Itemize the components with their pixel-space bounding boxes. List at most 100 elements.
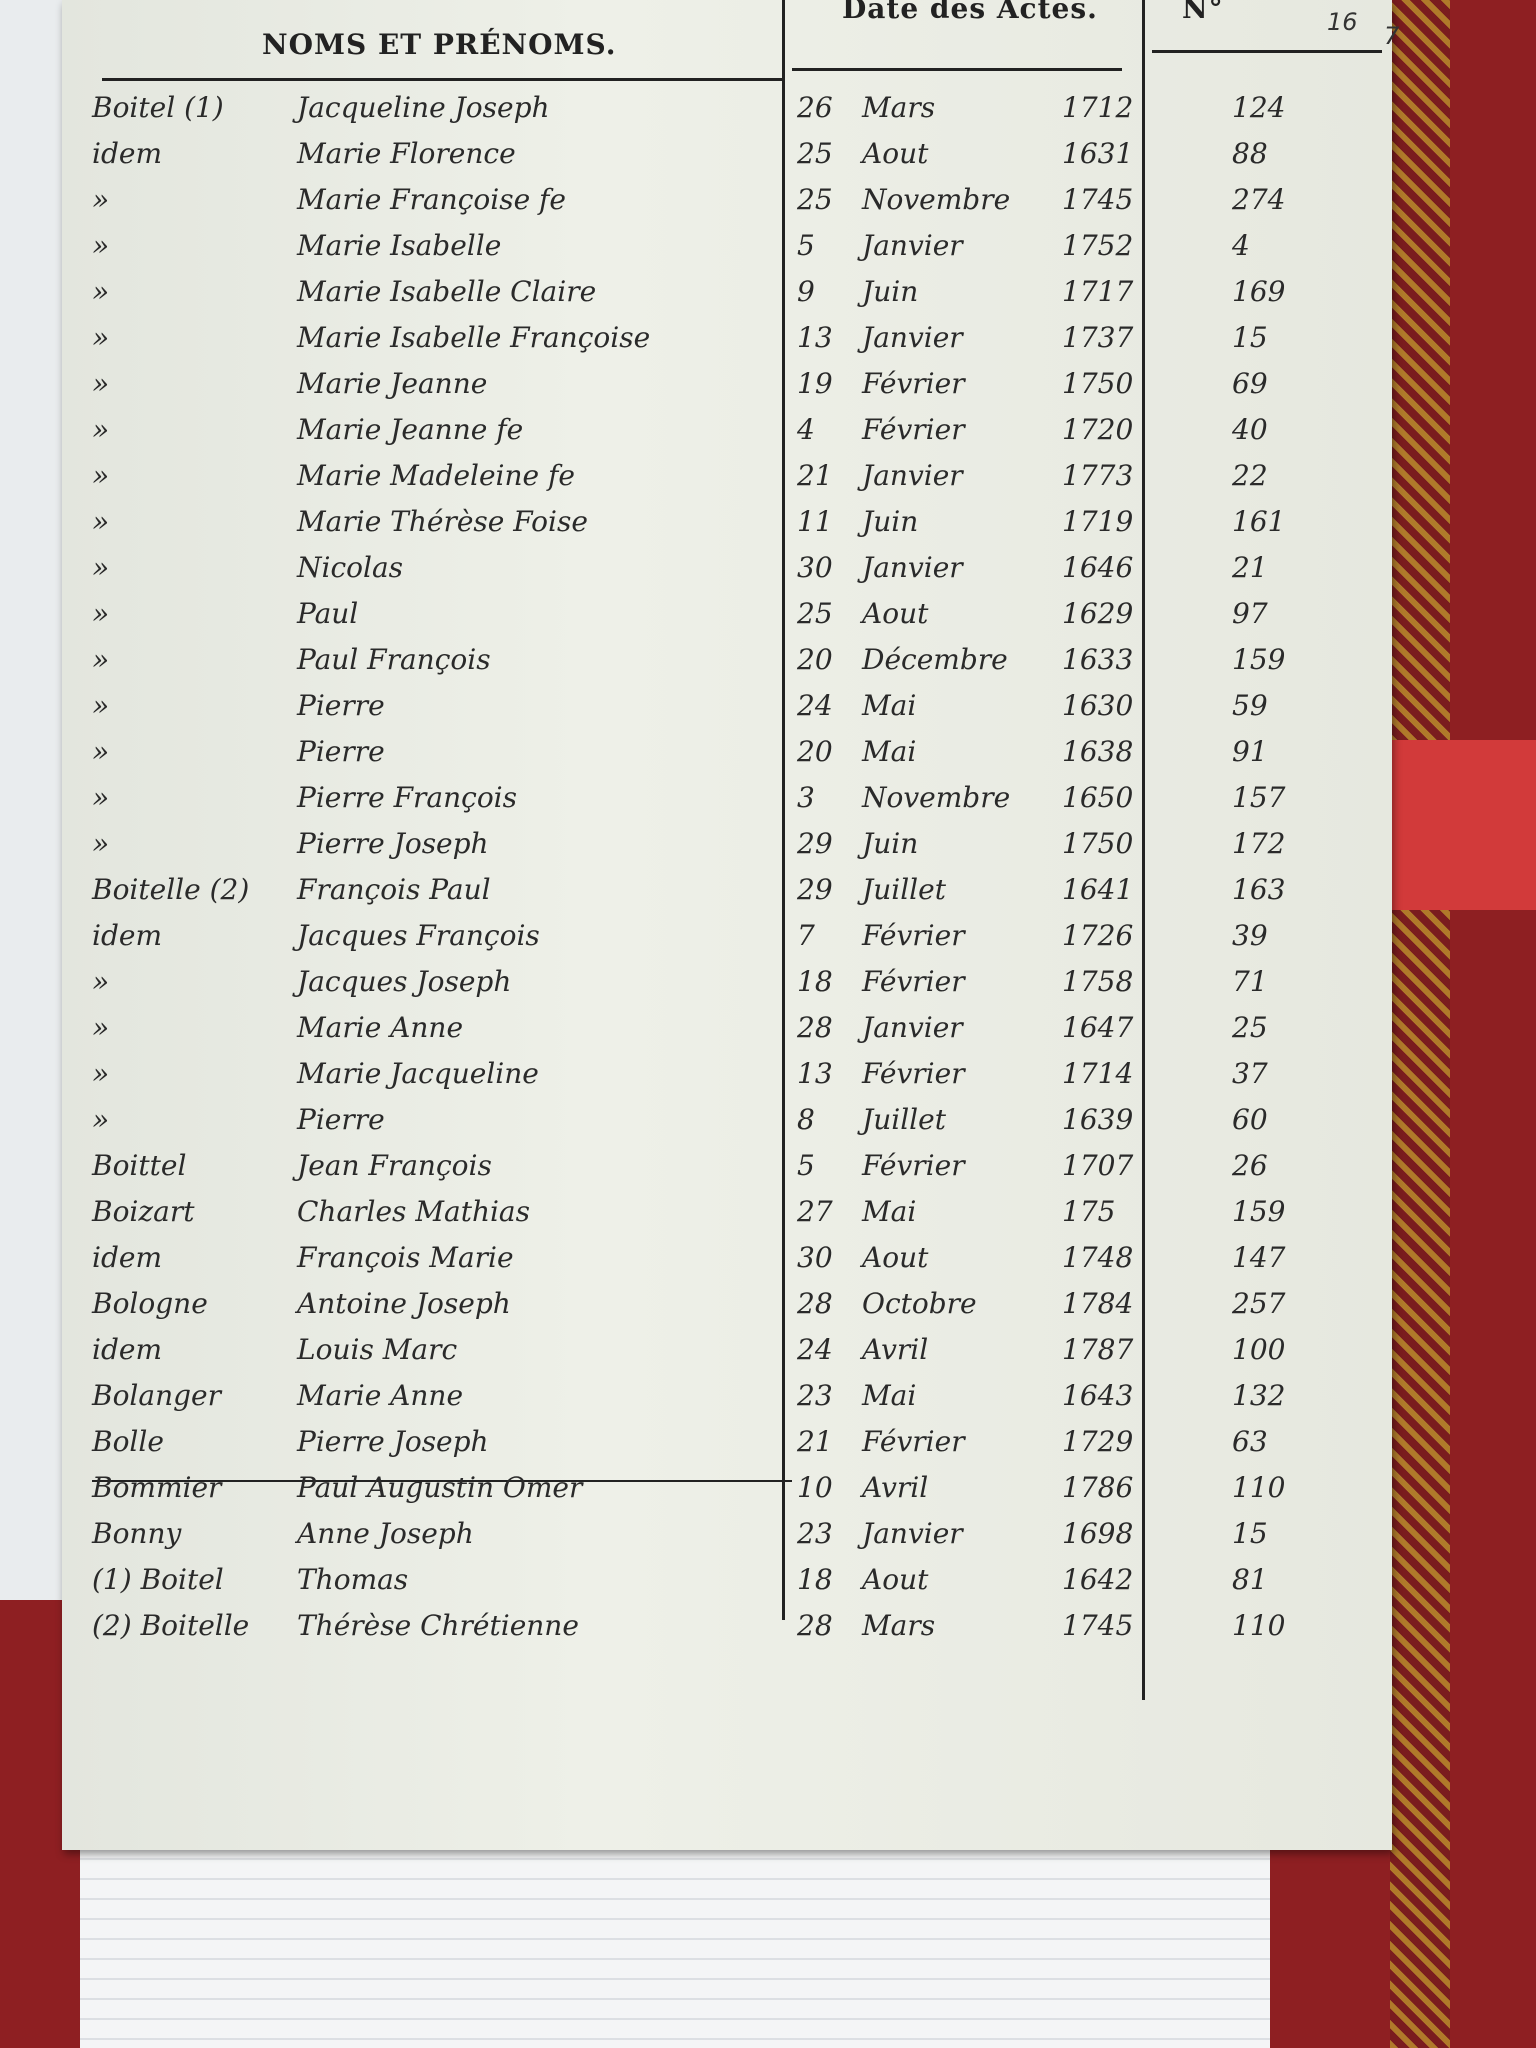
year: 1698 [1062, 1517, 1134, 1550]
month: Mars [862, 1609, 936, 1642]
month: Janvier [862, 1517, 963, 1550]
month: Décembre [862, 643, 1008, 676]
header-names: NOMS ET PRÉNOMS. [262, 28, 617, 61]
day: 7 [797, 919, 815, 952]
surname: Boitelle (2) [92, 873, 250, 906]
month: Mai [862, 735, 917, 768]
surname: » [92, 413, 110, 446]
surname: Boittel [92, 1149, 187, 1182]
year: 1784 [1062, 1287, 1134, 1320]
register-row: » Marie Françoise fe 25 Novembre 1745 274 [62, 177, 1392, 224]
surname: idem [92, 1241, 162, 1274]
act-number: 257 [1232, 1287, 1286, 1320]
month: Février [862, 965, 965, 998]
given-names: Pierre Joseph [297, 1425, 489, 1458]
month: Janvier [862, 459, 963, 492]
header-rule [102, 78, 782, 81]
month: Janvier [862, 1011, 963, 1044]
act-number: 25 [1232, 1011, 1268, 1044]
header-dates: Date des Actes. [842, 0, 1098, 25]
header-number: N° [1182, 0, 1224, 25]
month: Janvier [862, 229, 963, 262]
given-names: Marie Jacqueline [297, 1057, 539, 1090]
register-row: » Pierre 8 Juillet 1639 60 [62, 1097, 1392, 1144]
given-names: Marie Anne [297, 1379, 464, 1412]
month: Mai [862, 1379, 917, 1412]
left-page [0, 0, 70, 1600]
day: 20 [797, 735, 833, 768]
day: 28 [797, 1609, 833, 1642]
act-number: 59 [1232, 689, 1268, 722]
surname: » [92, 689, 110, 722]
given-names: Louis Marc [297, 1333, 458, 1366]
day: 30 [797, 1241, 833, 1274]
given-names: Paul [297, 597, 359, 630]
register-row: » Marie Jacqueline 13 Février 1714 37 [62, 1051, 1392, 1098]
surname: idem [92, 137, 162, 170]
day: 11 [797, 505, 833, 538]
surname: » [92, 735, 110, 768]
month: Février [862, 1425, 965, 1458]
surname: Bolanger [92, 1379, 221, 1412]
month: Juin [862, 275, 919, 308]
year: 1643 [1062, 1379, 1134, 1412]
surname: » [92, 551, 110, 584]
header-rule [792, 68, 1122, 71]
year: 1630 [1062, 689, 1134, 722]
month: Avril [862, 1471, 929, 1504]
register-row: Bolanger Marie Anne 23 Mai 1643 132 [62, 1373, 1392, 1420]
year: 1745 [1062, 1609, 1134, 1642]
given-names: François Paul [297, 873, 491, 906]
day: 24 [797, 689, 833, 722]
register-row: » Marie Anne 28 Janvier 1647 25 [62, 1005, 1392, 1052]
column-rule [1142, 0, 1145, 1700]
given-names: Pierre [297, 735, 385, 768]
register-row: » Marie Jeanne 19 Février 1750 69 [62, 361, 1392, 408]
surname: Boizart [92, 1195, 195, 1228]
act-number: 26 [1232, 1149, 1268, 1182]
register-row: Boittel Jean François 5 Février 1707 26 [62, 1143, 1392, 1190]
month: Février [862, 919, 965, 952]
month: Aout [862, 137, 929, 170]
act-number: 147 [1232, 1241, 1286, 1274]
given-names: Marie Isabelle [297, 229, 502, 262]
act-number: 132 [1232, 1379, 1286, 1412]
footnote-rule [92, 1480, 792, 1482]
act-number: 161 [1232, 505, 1286, 538]
day: 5 [797, 229, 815, 262]
register-row: Bommier Paul Augustin Omer 10 Avril 1786 110 [62, 1465, 1392, 1512]
register-row: » Marie Isabelle Claire 9 Juin 1717 169 [62, 269, 1392, 316]
day: 27 [797, 1195, 833, 1228]
year: 1787 [1062, 1333, 1134, 1366]
given-names: Marie Isabelle Claire [297, 275, 597, 308]
day: 25 [797, 597, 833, 630]
year: 1641 [1062, 873, 1134, 906]
register-row: » Paul 25 Aout 1629 97 [62, 591, 1392, 638]
day: 28 [797, 1011, 833, 1044]
surname: (1) Boitel [92, 1563, 224, 1596]
day: 20 [797, 643, 833, 676]
year: 1750 [1062, 827, 1134, 860]
year: 1750 [1062, 367, 1134, 400]
day: 24 [797, 1333, 833, 1366]
month: Aout [862, 1241, 929, 1274]
act-number: 21 [1232, 551, 1268, 584]
surname: » [92, 1103, 110, 1136]
year: 1707 [1062, 1149, 1134, 1182]
year: 1650 [1062, 781, 1134, 814]
day: 18 [797, 1563, 833, 1596]
surname: » [92, 781, 110, 814]
surname: » [92, 321, 110, 354]
surname: » [92, 965, 110, 998]
year: 1714 [1062, 1057, 1134, 1090]
act-number: 4 [1232, 229, 1250, 262]
given-names: Paul Augustin Omer [297, 1471, 583, 1504]
fabric-stripe [1390, 0, 1450, 2048]
day: 5 [797, 1149, 815, 1182]
year: 175 [1062, 1195, 1116, 1228]
register-row: idem Louis Marc 24 Avril 1787 100 [62, 1327, 1392, 1374]
given-names: Charles Mathias [297, 1195, 530, 1228]
month: Janvier [862, 321, 963, 354]
act-number: 81 [1232, 1563, 1268, 1596]
surname: » [92, 827, 110, 860]
